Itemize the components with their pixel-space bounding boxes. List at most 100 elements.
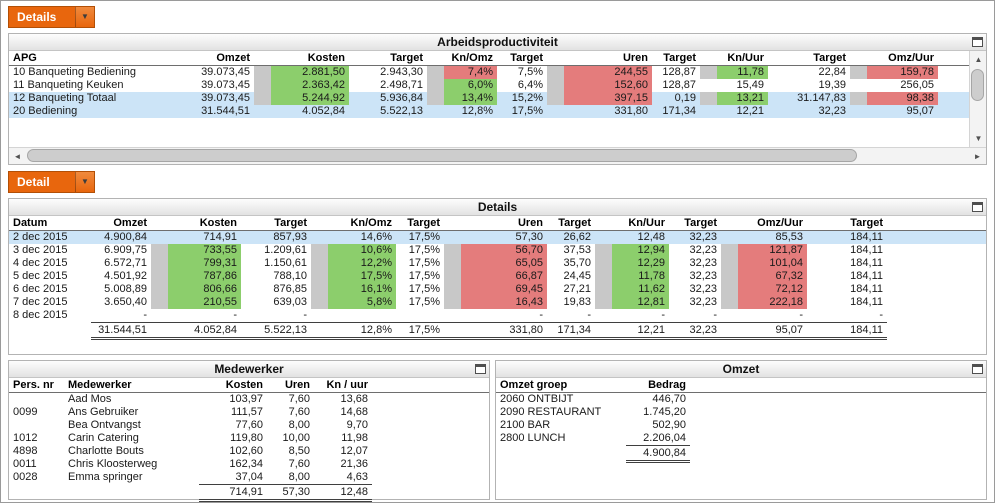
column-header[interactable]: Uren: [547, 51, 652, 66]
status-value-green: 13,4%: [444, 92, 497, 105]
table-cell: 714,91: [199, 484, 267, 502]
report-dropdown-detail[interactable]: Detail ▼: [8, 171, 95, 193]
table-row[interactable]: Aad Mos 103,97 7,60 13,68: [9, 393, 489, 407]
maximize-icon[interactable]: [972, 364, 983, 374]
maximize-icon[interactable]: [972, 202, 983, 212]
table-row[interactable]: 6 dec 2015 5.008,89 806,66 876,85 16,1% 17,5%…: [9, 283, 986, 296]
scrollbar-thumb[interactable]: [27, 148, 857, 162]
status-value-green: 11,78: [612, 270, 669, 283]
column-header[interactable]: Target: [547, 216, 595, 231]
column-header[interactable]: Target: [396, 216, 444, 231]
column-header[interactable]: Omz/Uur: [850, 51, 938, 66]
table-row[interactable]: 4 dec 2015 6.572,71 799,31 1.150,61 12,2% 17,…: [9, 257, 986, 270]
column-header[interactable]: Target: [669, 216, 721, 231]
vertical-scrollbar[interactable]: ▲ ▼: [969, 51, 986, 147]
table-cell-filler: [372, 432, 489, 445]
column-header[interactable]: Omzet groep: [496, 378, 626, 393]
column-header[interactable]: Kn / uur: [314, 378, 372, 393]
column-header[interactable]: Kn/Uur: [595, 216, 669, 231]
chevron-down-icon[interactable]: ▼: [75, 7, 94, 27]
status-value-green: 12,81: [612, 296, 669, 309]
table-cell: 8 dec 2015: [13, 309, 68, 322]
column-header[interactable]: Kosten: [151, 216, 241, 231]
table-cell: -: [539, 309, 543, 321]
table-row[interactable]: 1012 Carin Catering 119,80 10,00 11,98: [9, 432, 489, 445]
column-header[interactable]: Target: [807, 216, 887, 231]
column-header-filler: [887, 216, 986, 231]
column-header[interactable]: Target: [497, 51, 547, 66]
table-cell: 0028: [13, 471, 38, 484]
scroll-up-icon[interactable]: ▲: [974, 55, 983, 64]
table-row[interactable]: 2100 BAR 502,90: [496, 419, 986, 432]
table-row[interactable]: 11 Banqueting Keuken 39.073,45 2.363,42 2.4…: [9, 79, 969, 92]
scroll-left-icon[interactable]: ◄: [13, 151, 22, 161]
table-row[interactable]: Bea Ontvangst 77,60 8,00 9,70: [9, 419, 489, 432]
table-cell: 69,45: [444, 283, 547, 296]
column-header[interactable]: Omzet: [91, 216, 151, 231]
table-cell: 331,80: [444, 322, 547, 340]
table-cell: 102,60: [229, 445, 263, 457]
column-header[interactable]: Medewerker: [64, 378, 199, 393]
scrollbar-thumb[interactable]: [971, 69, 984, 101]
table-row[interactable]: 5 dec 2015 4.501,92 787,86 788,10 17,5% 17,5%…: [9, 270, 986, 283]
table-cell: 244,55: [547, 66, 652, 79]
scroll-right-icon[interactable]: ►: [973, 151, 982, 161]
table-row[interactable]: 2090 RESTAURANT 1.745,20: [496, 406, 986, 419]
status-value-green: 13,21: [717, 92, 768, 105]
column-header[interactable]: Target: [652, 51, 700, 66]
column-header[interactable]: APG: [9, 51, 169, 66]
table-row[interactable]: 12 Banqueting Totaal 39.073,45 5.244,92 5.9…: [9, 92, 969, 105]
scroll-down-icon[interactable]: ▼: [974, 134, 983, 143]
table-cell: -: [661, 309, 665, 321]
status-pad: [151, 270, 168, 283]
column-header[interactable]: Target: [768, 51, 850, 66]
column-header[interactable]: Target: [349, 51, 427, 66]
column-header[interactable]: Target: [241, 216, 311, 231]
table-row[interactable]: 20 Bediening 31.544,51 4.052,84 5.522,13 12,…: [9, 105, 969, 118]
column-header[interactable]: Kn/Omz: [427, 51, 497, 66]
column-header[interactable]: Omz/Uur: [721, 216, 807, 231]
total-row[interactable]: 4.900,84: [496, 445, 986, 463]
horizontal-scrollbar[interactable]: ◄ ►: [9, 147, 986, 164]
column-header[interactable]: Kosten: [254, 51, 349, 66]
total-row[interactable]: 714,91 57,30 12,48: [9, 484, 489, 502]
table-row[interactable]: 10 Banqueting Bediening 39.073,45 2.881,50…: [9, 66, 969, 79]
column-header[interactable]: Bedrag: [626, 378, 690, 393]
status-pad: [427, 79, 444, 92]
column-header[interactable]: Kn/Uur: [700, 51, 768, 66]
maximize-icon[interactable]: [972, 37, 983, 47]
column-header[interactable]: Pers. nr: [9, 378, 64, 393]
column-header[interactable]: Kn/Omz: [311, 216, 396, 231]
total-row[interactable]: 31.544,51 4.052,84 5.522,13 12,8% 17,5% 331,8…: [9, 322, 986, 340]
scrollbar-track[interactable]: [970, 68, 986, 130]
column-header[interactable]: Uren: [444, 216, 547, 231]
table-cell-filler: [372, 419, 489, 432]
column-header[interactable]: Uren: [267, 378, 314, 393]
column-header[interactable]: Omzet: [169, 51, 254, 66]
details-table: Datum Omzet Kosten Target Kn/Omz Target Uren Ta…: [9, 216, 986, 340]
maximize-icon[interactable]: [475, 364, 486, 374]
table-cell-filler: [938, 79, 969, 92]
scrollbar-track[interactable]: [26, 148, 969, 165]
report-dropdown-details[interactable]: Details ▼: [8, 6, 95, 28]
table-row[interactable]: 8 dec 2015 - - - - - - - - -: [9, 309, 986, 323]
table-row[interactable]: 2060 ONTBIJT 446,70: [496, 393, 986, 407]
table-cell: Bea Ontvangst: [68, 419, 141, 431]
column-header[interactable]: Kosten: [199, 378, 267, 393]
panel-header-medewerker: Medewerker: [9, 361, 489, 378]
table-cell: 32,23: [689, 231, 717, 243]
table-row[interactable]: 2 dec 2015 4.900,84 714,91 857,93 14,6% 17,5%…: [9, 230, 986, 244]
column-header[interactable]: Datum: [9, 216, 91, 231]
table-row[interactable]: 7 dec 2015 3.650,40 210,55 639,03 5,8% 17,5% 1…: [9, 296, 986, 309]
table-cell: 31.544,51: [91, 322, 151, 340]
table-row[interactable]: 0099 Ans Gebruiker 111,57 7,60 14,68: [9, 406, 489, 419]
table-row[interactable]: 4898 Charlotte Bouts 102,60 8,50 12,07: [9, 445, 489, 458]
table-row[interactable]: 0011 Chris Kloosterweg 162,34 7,60 21,36: [9, 458, 489, 471]
table-cell: 119,80: [230, 432, 263, 444]
table-cell: 95,07: [721, 322, 807, 340]
table-row[interactable]: 0028 Emma springer 37,04 8,00 4,63: [9, 471, 489, 485]
table-row[interactable]: 3 dec 2015 6.909,75 733,55 1.209,61 10,6% 17,…: [9, 244, 986, 257]
table-row[interactable]: 2800 LUNCH 2.206,04: [496, 432, 986, 446]
chevron-down-icon[interactable]: ▼: [75, 172, 94, 192]
